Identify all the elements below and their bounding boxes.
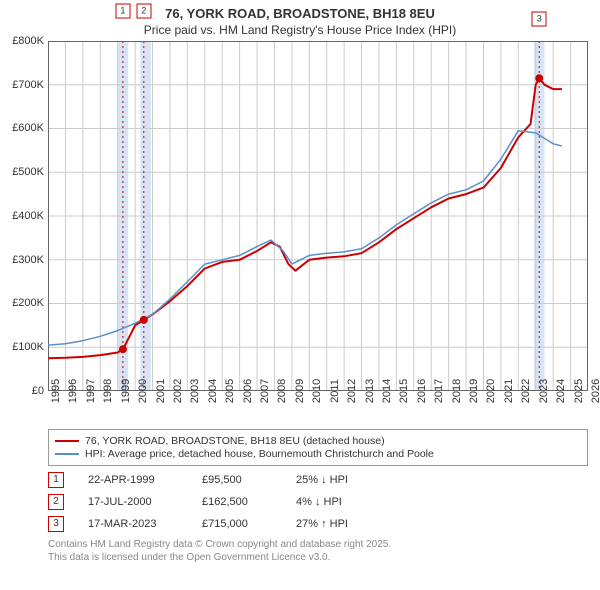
x-axis-label: 2020 (483, 379, 497, 403)
sale-marker-badge: 1 (115, 3, 130, 18)
x-axis-label: 2012 (344, 379, 358, 403)
y-axis-label: £600K (12, 122, 48, 134)
x-axis-label: 2016 (414, 379, 428, 403)
x-axis-label: 1997 (83, 379, 97, 403)
x-axis-label: 1995 (48, 379, 62, 403)
y-axis-label: £0 (32, 385, 48, 397)
x-axis-label: 2017 (431, 379, 445, 403)
legend-row: 76, YORK ROAD, BROADSTONE, BH18 8EU (det… (55, 435, 581, 447)
x-axis-label: 2005 (222, 379, 236, 403)
x-axis-label: 2001 (153, 379, 167, 403)
event-date: 22-APR-1999 (88, 474, 178, 486)
y-axis-label: £400K (12, 210, 48, 222)
event-marker: 1 (48, 472, 64, 488)
x-axis-label: 2007 (257, 379, 271, 403)
legend-swatch (55, 453, 79, 455)
event-date: 17-JUL-2000 (88, 496, 178, 508)
legend-label: 76, YORK ROAD, BROADSTONE, BH18 8EU (det… (85, 435, 385, 447)
y-axis-label: £500K (12, 166, 48, 178)
x-axis-label: 2024 (553, 379, 567, 403)
x-axis-label: 2013 (362, 379, 376, 403)
chart-subtitle: Price paid vs. HM Land Registry's House … (0, 23, 600, 41)
x-axis-label: 1999 (118, 379, 132, 403)
x-axis-label: 2014 (379, 379, 393, 403)
x-axis-label: 2009 (292, 379, 306, 403)
footer-line-1: Contains HM Land Registry data © Crown c… (48, 538, 588, 551)
x-axis-label: 1996 (65, 379, 79, 403)
x-axis-label: 2008 (274, 379, 288, 403)
footer-attribution: Contains HM Land Registry data © Crown c… (48, 538, 588, 564)
x-axis-label: 2002 (170, 379, 184, 403)
event-marker: 2 (48, 494, 64, 510)
y-axis-label: £800K (12, 35, 48, 47)
sale-marker-badge: 2 (136, 3, 151, 18)
event-delta: 27% ↑ HPI (296, 518, 348, 530)
chart-area: £0£100K£200K£300K£400K£500K£600K£700K£80… (48, 41, 588, 391)
y-axis-label: £200K (12, 297, 48, 309)
sale-marker-dot (140, 316, 148, 324)
y-axis-label: £300K (12, 254, 48, 266)
legend-row: HPI: Average price, detached house, Bour… (55, 448, 581, 460)
x-axis-label: 2004 (205, 379, 219, 403)
x-axis-label: 1998 (100, 379, 114, 403)
x-axis-label: 2011 (327, 379, 341, 403)
sale-marker-dot (119, 345, 127, 353)
x-axis-label: 2023 (536, 379, 550, 403)
sale-marker-dot (535, 74, 543, 82)
sale-marker-badge: 3 (532, 11, 547, 26)
footer-line-2: This data is licensed under the Open Gov… (48, 551, 588, 564)
x-axis-label: 2025 (571, 379, 585, 403)
x-axis-label: 2010 (309, 379, 323, 403)
sale-events-table: 1 22-APR-1999 £95,500 25% ↓ HPI 2 17-JUL-2000… (48, 472, 588, 532)
x-axis-label: 2019 (466, 379, 480, 403)
event-row: 3 17-MAR-2023 £715,000 27% ↑ HPI (48, 516, 588, 532)
chart-title: 76, YORK ROAD, BROADSTONE, BH18 8EU (0, 0, 600, 23)
x-axis-label: 2022 (518, 379, 532, 403)
legend-swatch (55, 440, 79, 442)
legend-label: HPI: Average price, detached house, Bour… (85, 448, 434, 460)
event-delta: 4% ↓ HPI (296, 496, 342, 508)
event-row: 2 17-JUL-2000 £162,500 4% ↓ HPI (48, 494, 588, 510)
event-price: £715,000 (202, 518, 272, 530)
x-axis-label: 2026 (588, 379, 600, 403)
x-axis-label: 2000 (135, 379, 149, 403)
y-axis-label: £700K (12, 79, 48, 91)
x-axis-label: 2021 (501, 379, 515, 403)
event-date: 17-MAR-2023 (88, 518, 178, 530)
event-price: £162,500 (202, 496, 272, 508)
legend: 76, YORK ROAD, BROADSTONE, BH18 8EU (det… (48, 429, 588, 466)
chart-svg (48, 41, 588, 391)
event-price: £95,500 (202, 474, 272, 486)
x-axis-label: 2015 (396, 379, 410, 403)
x-axis-label: 2018 (449, 379, 463, 403)
event-delta: 25% ↓ HPI (296, 474, 348, 486)
event-marker: 3 (48, 516, 64, 532)
x-axis-label: 2006 (240, 379, 254, 403)
y-axis-label: £100K (12, 341, 48, 353)
x-axis-label: 2003 (187, 379, 201, 403)
event-row: 1 22-APR-1999 £95,500 25% ↓ HPI (48, 472, 588, 488)
